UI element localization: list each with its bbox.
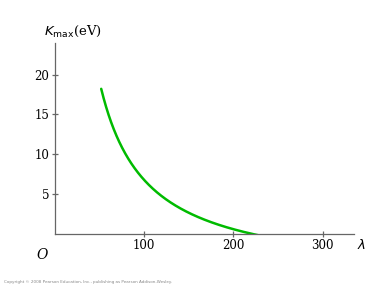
Text: O: O <box>36 248 48 262</box>
Text: $\lambda$ (nm): $\lambda$ (nm) <box>357 238 365 253</box>
Text: Copyright © 2008 Pearson Education, Inc., publishing as Pearson Addison-Wesley.: Copyright © 2008 Pearson Education, Inc.… <box>4 280 172 284</box>
Text: $K_{\mathrm{max}}$(eV): $K_{\mathrm{max}}$(eV) <box>44 24 102 39</box>
